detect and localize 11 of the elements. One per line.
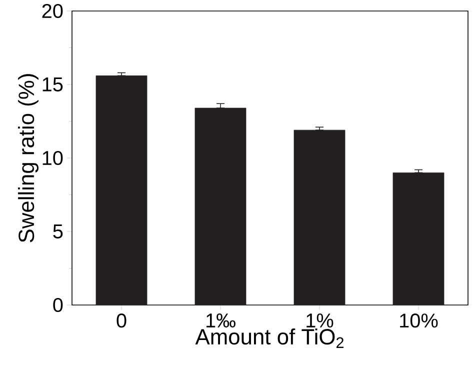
y-tick-label: 15 [42, 78, 63, 92]
x-tick-label: 10% [400, 314, 438, 328]
y-tick-label: 10 [42, 150, 63, 166]
x-tick-label: 1‰ [206, 314, 236, 328]
y-tick-label: 20 [42, 4, 63, 18]
x-tick-label: 0 [116, 314, 126, 328]
y-tick-label: 0 [53, 298, 63, 312]
x-tick-label: 1% [306, 314, 334, 328]
y-tick-label: 5 [53, 224, 63, 238]
y-axis-title: Swelling ratio (%) [18, 74, 38, 242]
x-axis-title: Amount of TiO$_{2}$ [195, 328, 344, 348]
